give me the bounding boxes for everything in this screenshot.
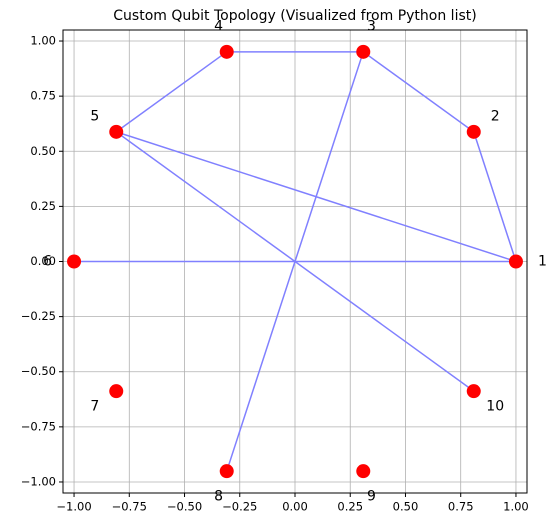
- x-tick-label: −1.00: [56, 500, 91, 514]
- node-label: 7: [90, 399, 99, 415]
- node-label: 2: [491, 108, 500, 124]
- y-tick-label: −0.50: [21, 364, 56, 378]
- x-tick-label: 0.75: [448, 500, 474, 514]
- x-tick-label: −0.25: [222, 500, 257, 514]
- chart-title: Custom Qubit Topology (Visualized from P…: [113, 8, 476, 24]
- x-tick-label: 0.25: [337, 500, 363, 514]
- edge: [226, 51, 364, 472]
- x-tick-label: 1.00: [503, 500, 529, 514]
- node: [219, 44, 234, 59]
- y-tick-label: −0.75: [21, 419, 56, 433]
- node-label: 5: [90, 108, 99, 124]
- edge: [362, 51, 475, 133]
- node-label: 6: [43, 254, 52, 270]
- y-tick-label: 0.00: [30, 254, 56, 268]
- x-tick-label: 0.00: [282, 500, 308, 514]
- y-tick-label: 1.00: [30, 34, 56, 48]
- y-tick-label: 0.75: [30, 89, 56, 103]
- y-tick-label: 0.25: [30, 199, 56, 213]
- edge: [473, 131, 517, 262]
- node-label: 8: [214, 488, 223, 504]
- node: [67, 254, 82, 269]
- node: [109, 124, 124, 139]
- x-tick-label: −0.75: [112, 500, 147, 514]
- node-label: 3: [367, 19, 376, 35]
- x-tick-label: −0.50: [167, 500, 202, 514]
- node: [508, 254, 523, 269]
- node-label: 9: [367, 488, 376, 504]
- node-label: 10: [486, 399, 504, 415]
- y-tick-label: −1.00: [21, 474, 56, 488]
- x-tick-label: 0.50: [393, 500, 419, 514]
- node: [356, 44, 371, 59]
- edge: [115, 51, 228, 133]
- node: [109, 384, 124, 399]
- node: [356, 464, 371, 479]
- plot-frame: [62, 29, 528, 494]
- node: [466, 124, 481, 139]
- node-label: 1: [538, 254, 547, 270]
- node: [219, 464, 234, 479]
- node-label: 4: [214, 19, 223, 35]
- y-tick-label: 0.50: [30, 144, 56, 158]
- y-tick-label: −0.25: [21, 309, 56, 323]
- node: [466, 384, 481, 399]
